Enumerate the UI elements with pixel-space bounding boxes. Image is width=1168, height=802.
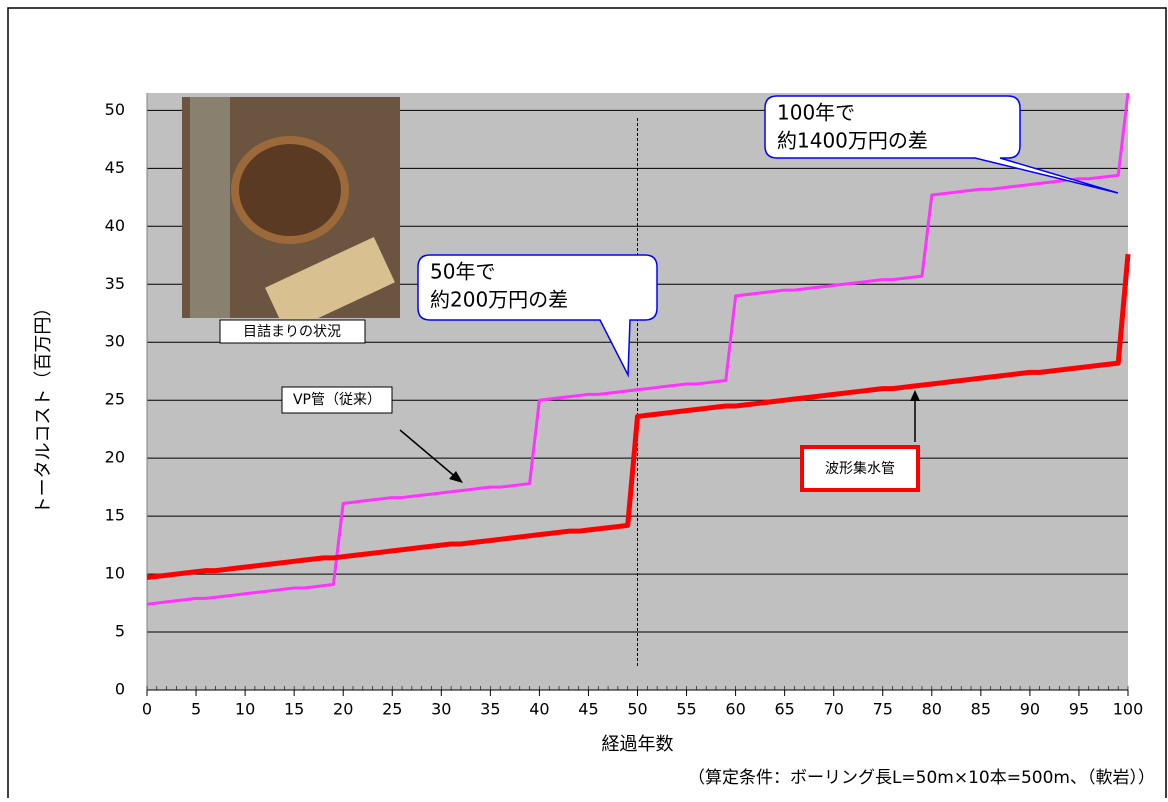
x-tick-label: 30 (431, 700, 451, 719)
callout-bubble (764, 95, 1119, 194)
series-line (146, 92, 1130, 606)
y-tick-label: 30 (105, 332, 125, 351)
y-tick-label: 35 (105, 274, 125, 293)
arrow-head (449, 471, 463, 483)
x-tick-label: 85 (971, 700, 991, 719)
y-tick-label: 15 (105, 506, 125, 525)
series-label-box (281, 386, 393, 414)
series-label: VP管（従来） (293, 392, 381, 408)
x-tick-label: 75 (873, 700, 893, 719)
x-tick-label: 60 (725, 700, 745, 719)
photo-pipe (190, 97, 230, 318)
x-tick-label: 10 (235, 700, 255, 719)
arrow (399, 429, 459, 480)
x-tick-label: 65 (774, 700, 794, 719)
x-tick-label: 100 (1113, 700, 1144, 719)
series-label: 波形集水管 (825, 460, 895, 477)
y-tick-label: 40 (105, 216, 125, 235)
y-tick-label: 45 (105, 158, 125, 177)
x-tick-label: 90 (1020, 700, 1040, 719)
x-tick-label: 95 (1069, 700, 1089, 719)
photo-pipe-end (231, 136, 349, 244)
x-tick-label: 80 (922, 700, 942, 719)
x-tick-label: 70 (824, 700, 844, 719)
x-tick-label: 5 (191, 700, 201, 719)
y-tick-label: 50 (105, 100, 125, 119)
x-tick-label: 35 (480, 700, 500, 719)
series-line (146, 253, 1131, 581)
x-tick-label: 40 (529, 700, 549, 719)
y-tick-label: 20 (105, 448, 125, 467)
callout-bubble (417, 254, 658, 378)
x-tick-label: 20 (333, 700, 353, 719)
callout-text: 100年で (777, 101, 855, 125)
footnote: （算定条件：ボーリング長L=50m×10本=500m、（軟岩）） (688, 768, 1155, 788)
x-tick-label: 25 (382, 700, 402, 719)
y-tick-label: 0 (115, 680, 125, 699)
photo-tag (265, 236, 395, 334)
y-axis-label: トータルコスト（百万円） (33, 299, 54, 515)
x-tick-label: 0 (142, 700, 152, 719)
callout-text: 約200万円の差 (430, 288, 568, 312)
x-axis-label: 経過年数 (602, 734, 674, 755)
callout-text: 50年で (430, 260, 495, 284)
photo-caption: 目詰まりの状況 (243, 324, 341, 340)
callout-text: 約1400万円の差 (777, 129, 928, 153)
series-label-box (800, 445, 920, 492)
x-tick-label: 15 (284, 700, 304, 719)
x-tick-label: 50 (627, 700, 647, 719)
x-tick-label: 55 (676, 700, 696, 719)
y-tick-label: 5 (115, 622, 125, 641)
arrow-head (910, 390, 920, 401)
y-tick-label: 25 (105, 390, 125, 409)
caption-box (219, 319, 366, 344)
y-tick-label: 10 (105, 564, 125, 583)
x-tick-label: 45 (578, 700, 598, 719)
